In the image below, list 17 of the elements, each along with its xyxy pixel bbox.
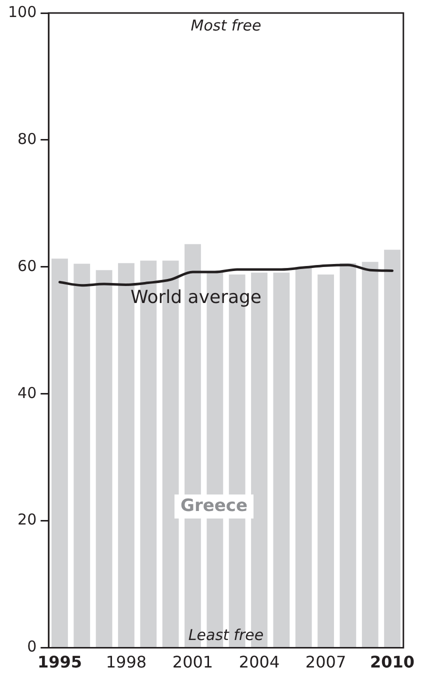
y-tick-label: 80 <box>18 130 37 148</box>
x-tick-label: 2001 <box>172 652 214 672</box>
series-label: World average <box>130 287 262 308</box>
x-tick-label: 2004 <box>238 652 280 672</box>
x-tick-label: 2007 <box>305 652 346 672</box>
x-tick-label: 1995 <box>37 652 82 672</box>
series-label: Greece <box>180 496 248 516</box>
y-tick-label: 100 <box>8 2 37 21</box>
annotation: Least free <box>188 626 264 644</box>
y-tick-label: 40 <box>18 384 37 402</box>
annotation: Most free <box>190 16 262 34</box>
y-tick-label: 20 <box>18 510 37 529</box>
y-tick-label: 0 <box>27 638 37 656</box>
y-tick-label: 60 <box>18 256 37 275</box>
x-tick-label: 1998 <box>106 652 147 672</box>
x-tick-label: 2010 <box>370 652 415 672</box>
line-series <box>58 264 394 287</box>
